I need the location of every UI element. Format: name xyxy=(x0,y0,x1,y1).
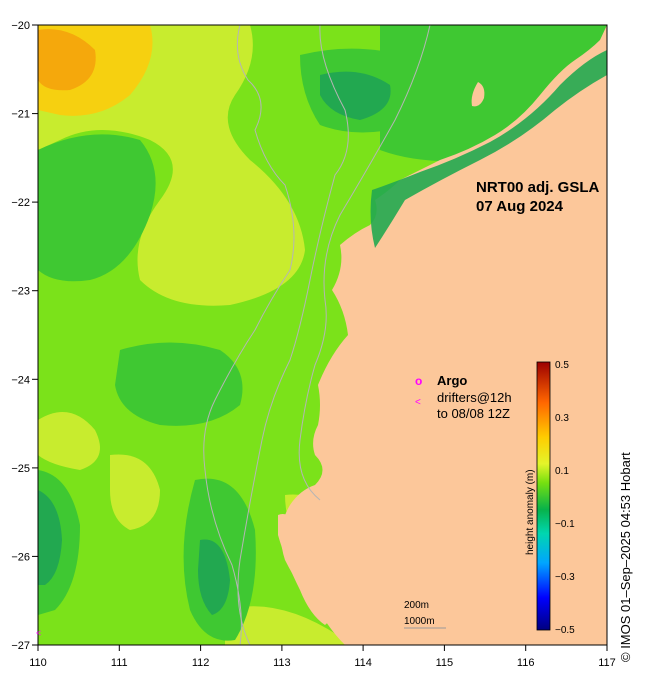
map-title: NRT00 adj. GSLA xyxy=(476,179,600,196)
island xyxy=(471,82,485,107)
anomaly-region-low xyxy=(115,342,243,426)
contour-1000m xyxy=(203,25,295,645)
colorbar-tick-label: −0.3 xyxy=(555,572,575,583)
anomaly-region-high xyxy=(38,412,100,470)
lat-axis xyxy=(32,24,38,646)
drifter-marker-icon: < xyxy=(415,397,421,408)
map-date: 07 Aug 2024 xyxy=(476,198,564,215)
australia-landmass xyxy=(281,25,607,645)
anomaly-field xyxy=(38,25,607,645)
contour-200m-label: 200m xyxy=(404,600,429,611)
anomaly-region-high xyxy=(110,454,160,530)
lat-tick-label: −20 xyxy=(11,20,30,32)
colorbar: 0.5 0.3 0.1 −0.1 −0.3 −0.5 height anomal… xyxy=(525,360,575,636)
lat-tick-labels: −20 −21 −22 −23 −24 −25 −26 −27 xyxy=(11,20,30,652)
anomaly-region-lower xyxy=(320,71,391,120)
colorbar-tick-label: 0.3 xyxy=(555,413,569,424)
lat-tick-label: −26 xyxy=(11,551,30,563)
drifter-time-range: to 08/08 12Z xyxy=(437,406,510,421)
argo-label: Argo xyxy=(437,373,467,388)
lon-tick-labels: 110 111 112 113 114 115 116 117 xyxy=(29,657,616,669)
coastal-anomaly-strip xyxy=(370,50,607,248)
lon-tick-label: 115 xyxy=(436,657,454,669)
colorbar-tick-label: 0.1 xyxy=(555,466,569,477)
anomaly-region-peak-core xyxy=(38,29,96,91)
colorbar-title: height anomaly (m) xyxy=(525,469,536,555)
lat-tick-label: −21 xyxy=(11,109,30,121)
lon-tick-label: 113 xyxy=(273,657,291,669)
lat-tick-label: −25 xyxy=(11,463,30,475)
lon-tick-label: 111 xyxy=(111,657,128,669)
drifter-track-icon: < xyxy=(36,628,41,638)
lat-tick-label: −23 xyxy=(11,286,30,298)
colorbar-gradient xyxy=(536,361,551,631)
lon-tick-label: 112 xyxy=(192,657,210,669)
contour-coast xyxy=(298,25,431,501)
contour-200m xyxy=(237,25,349,645)
peninsula-shark-bay xyxy=(278,514,334,625)
lat-tick-label: −22 xyxy=(11,197,30,209)
anomaly-region-lower xyxy=(38,490,62,585)
argo-marker-icon: o xyxy=(415,374,422,388)
plot-frame xyxy=(37,24,608,646)
colorbar-tick-label: −0.1 xyxy=(555,519,575,530)
colorbar-tick-label: −0.5 xyxy=(555,625,575,636)
bathymetry-contours xyxy=(203,25,431,645)
lon-axis xyxy=(37,645,608,651)
colorbar-tick-label: 0.5 xyxy=(555,360,569,371)
lon-tick-label: 110 xyxy=(29,657,47,669)
imos-credit: © IMOS 01–Sep–2025 04:53 Hobart xyxy=(618,452,633,662)
lon-tick-label: 116 xyxy=(517,657,535,669)
island xyxy=(330,574,355,602)
lon-tick-label: 117 xyxy=(598,657,616,669)
lat-tick-label: −27 xyxy=(11,640,30,652)
drifter-label: drifters@12h xyxy=(437,390,512,405)
lon-tick-label: 114 xyxy=(354,657,372,669)
anomaly-region-high xyxy=(225,606,345,645)
anomaly-region-lower xyxy=(198,539,230,615)
anomaly-region-low xyxy=(38,134,156,282)
lat-tick-label: −24 xyxy=(11,374,30,386)
contour-1000m-label: 1000m xyxy=(404,616,435,627)
